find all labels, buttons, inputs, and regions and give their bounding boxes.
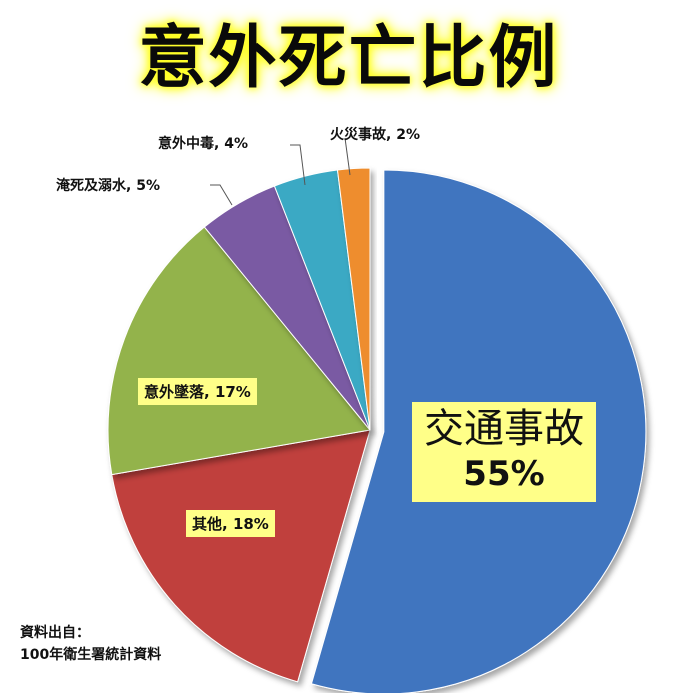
slice-label-drowning-name: 淹死及溺水 bbox=[56, 178, 126, 194]
source-note: 資料出自： 100年衛生署統計資料 bbox=[20, 622, 161, 666]
source-line-2: 100年衛生署統計資料 bbox=[20, 647, 162, 663]
slice-fall bbox=[107, 226, 371, 476]
leader-poisoning bbox=[290, 144, 306, 186]
leader-drowning bbox=[210, 184, 233, 206]
slice-label-drowning-pct: 5% bbox=[136, 178, 160, 194]
slice-label-fire: 火災事故, 2% bbox=[330, 127, 420, 143]
slice-other bbox=[111, 429, 371, 683]
leader-fire bbox=[344, 137, 351, 176]
slice-label-fire-pct: 2% bbox=[396, 127, 420, 143]
slice-label-fall-pct: 17% bbox=[214, 383, 251, 401]
slice-fire bbox=[336, 167, 371, 431]
slice-label-poisoning: 意外中毒, 4% bbox=[158, 136, 248, 152]
slice-label-other: 其他, 18% bbox=[186, 510, 275, 537]
slice-label-drowning: 淹死及溺水, 5% bbox=[56, 178, 160, 194]
slice-label-poisoning-pct: 4% bbox=[224, 136, 248, 152]
slice-label-other-name: 其他 bbox=[192, 515, 223, 533]
slice-label-poisoning-name: 意外中毒 bbox=[158, 136, 214, 152]
source-line-1: 資料出自： bbox=[20, 625, 90, 641]
slice-label-other-pct: 18% bbox=[232, 515, 269, 533]
slice-label-fall: 意外墜落, 17% bbox=[138, 378, 257, 405]
slice-label-fire-name: 火災事故 bbox=[330, 127, 386, 143]
slice-label-traffic-pct: 55% bbox=[463, 454, 545, 494]
chart-title: 意外死亡比例 bbox=[138, 19, 559, 98]
slice-label-traffic-name: 交通事故 bbox=[424, 406, 584, 452]
slice-label-fall-name: 意外墜落 bbox=[144, 383, 205, 401]
slice-label-traffic: 交通事故 55% bbox=[412, 402, 596, 502]
